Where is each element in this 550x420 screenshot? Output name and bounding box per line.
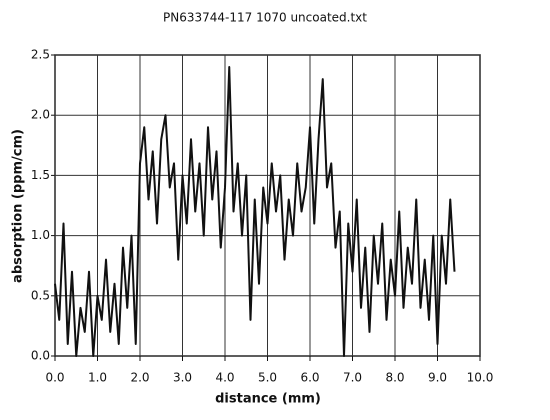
y-tick-label: 0.0 [31,349,50,363]
y-tick-label: 2.0 [31,108,50,122]
x-tick-label: 2.0 [130,371,149,385]
x-tick-label: 4.0 [215,371,234,385]
x-tick-label: 9.0 [428,371,447,385]
x-tick-label: 10.0 [467,371,494,385]
y-tick-label: 0.5 [31,288,50,302]
y-tick-label: 1.5 [31,168,50,182]
y-tick-label: 2.5 [31,48,50,62]
x-axis-label: distance (mm) [215,392,321,407]
x-tick-label: 0.0 [45,371,64,385]
x-tick-label: 5.0 [258,371,277,385]
y-axis-label: absorption (ppm/cm) [11,129,26,283]
x-tick-label: 7.0 [343,371,362,385]
x-tick-label: 1.0 [88,371,107,385]
x-tick-label: 6.0 [300,371,319,385]
y-tick-label: 1.0 [31,228,50,242]
x-tick-label: 3.0 [173,371,192,385]
x-tick-label: 8.0 [385,371,404,385]
chart-title: PN633744-117 1070 uncoated.txt [163,11,367,25]
data-line [54,66,456,357]
